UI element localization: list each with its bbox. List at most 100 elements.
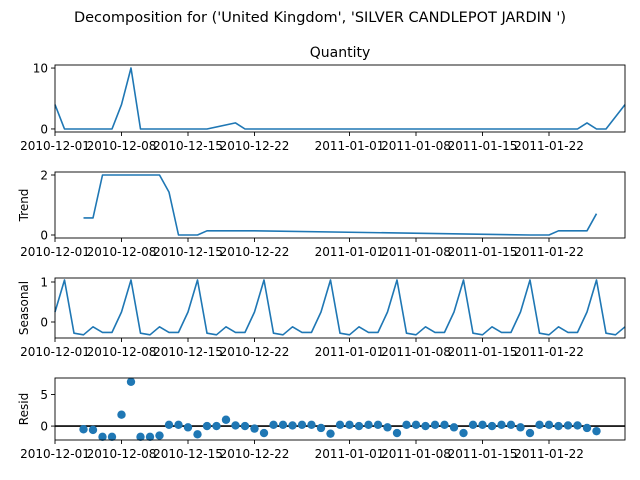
y-axis-label: Resid xyxy=(17,393,31,425)
residual-point xyxy=(592,426,601,436)
residual-point xyxy=(354,421,364,431)
residual-point xyxy=(193,430,202,439)
residual-point xyxy=(288,421,297,430)
residual-point xyxy=(392,428,402,438)
y-axis-label: Seasonal xyxy=(17,281,31,335)
residual-point xyxy=(345,420,354,430)
y-tick-label: 5 xyxy=(40,388,48,402)
residual-point xyxy=(478,420,487,430)
residual-point xyxy=(98,432,107,442)
residual-point xyxy=(411,420,421,430)
x-tick-label: 2010-12-22 xyxy=(220,447,290,461)
axes-frame xyxy=(54,277,626,339)
axes-frame xyxy=(54,171,626,239)
x-tick-label: 2011-01-15 xyxy=(448,139,518,153)
x-tick-label: 2010-12-01 xyxy=(20,139,90,153)
residual-point xyxy=(430,420,440,430)
axes-frame xyxy=(54,64,626,133)
residual-point xyxy=(554,421,563,431)
residual-point xyxy=(269,420,278,430)
residual-point xyxy=(278,420,288,430)
subplot-panels: Quantity0102010-12-012010-12-082010-12-1… xyxy=(17,45,626,461)
x-tick-label: 2010-12-01 xyxy=(20,245,90,259)
y-tick-label: 0 xyxy=(40,229,48,243)
residual-point xyxy=(126,377,136,386)
residual-point xyxy=(573,421,582,430)
series-line xyxy=(54,279,626,336)
series-line xyxy=(54,67,626,130)
x-tick-label: 2010-12-08 xyxy=(87,139,157,153)
x-tick-label: 2011-01-22 xyxy=(514,139,584,153)
x-tick-label: 2010-12-22 xyxy=(220,345,290,359)
x-tick-label: 2011-01-01 xyxy=(315,345,385,359)
residual-point xyxy=(221,415,231,424)
residual-point xyxy=(525,428,535,438)
y-tick-label: 1 xyxy=(40,276,48,290)
plot-area xyxy=(79,377,601,442)
x-tick-label: 2011-01-22 xyxy=(514,345,584,359)
residual-point xyxy=(582,423,592,433)
residual-point xyxy=(174,420,183,430)
x-tick-label: 2010-12-15 xyxy=(153,245,223,259)
subplot-1: Quantity 0 10 2010-12-012010-12-082010-12-1… xyxy=(20,45,626,153)
residual-point xyxy=(307,420,316,430)
residual-point xyxy=(155,431,164,440)
residual-point xyxy=(497,420,506,430)
x-tick-label: 2011-01-22 xyxy=(514,245,584,259)
residual-point xyxy=(145,432,155,442)
subplot-4: Resid052010-12-012010-12-082010-12-15201… xyxy=(17,377,626,461)
residual-point xyxy=(202,421,212,431)
residual-point xyxy=(231,421,240,430)
x-tick-label: 2010-12-08 xyxy=(87,447,157,461)
residual-point xyxy=(316,423,326,433)
y-tick-label: 2 xyxy=(40,169,48,183)
residual-point xyxy=(487,421,497,431)
y-tick-label: 0 xyxy=(40,122,48,136)
y-tick-label: 0 xyxy=(40,420,48,434)
y-tick-label: 10 xyxy=(33,62,48,76)
residual-point xyxy=(183,423,193,432)
x-tick-label: 2010-12-22 xyxy=(220,139,290,153)
x-tick-label: 2010-12-08 xyxy=(87,245,157,259)
x-tick-label: 2010-12-01 xyxy=(20,447,90,461)
residual-point xyxy=(164,420,174,430)
subplot-3: Seasonal 0 1 2010-12-012010-12-082010-12-15… xyxy=(17,276,626,359)
residual-point xyxy=(79,425,88,434)
y-tick-label: 0 xyxy=(40,316,48,330)
x-tick-label: 2011-01-08 xyxy=(381,447,451,461)
axes-frame xyxy=(54,377,626,441)
residual-point xyxy=(88,425,98,435)
x-tick-label: 2011-01-15 xyxy=(448,345,518,359)
residual-point xyxy=(373,420,383,430)
residual-point xyxy=(506,420,516,430)
x-tick-label: 2010-12-08 xyxy=(87,345,157,359)
x-tick-label: 2011-01-08 xyxy=(381,345,451,359)
residual-point xyxy=(297,420,307,430)
plot-area xyxy=(54,279,626,336)
figure-suptitle: Decomposition for ('United Kingdom', 'SI… xyxy=(74,10,566,26)
residual-point xyxy=(402,420,411,430)
x-tick-label: 2011-01-01 xyxy=(315,245,385,259)
residual-point xyxy=(212,421,221,431)
residual-point xyxy=(259,428,269,438)
y-axis-label: Trend xyxy=(17,189,31,223)
residual-point xyxy=(468,420,478,430)
residual-point xyxy=(240,421,250,431)
residual-point xyxy=(544,420,554,430)
x-tick-label: 2011-01-22 xyxy=(514,447,584,461)
residual-point xyxy=(326,429,335,438)
residual-point xyxy=(250,424,259,433)
residual-point xyxy=(440,420,449,430)
residual-point xyxy=(383,423,392,432)
x-tick-label: 2010-12-15 xyxy=(153,139,223,153)
x-tick-label: 2011-01-15 xyxy=(448,447,518,461)
x-tick-label: 2011-01-01 xyxy=(315,447,385,461)
plot-area xyxy=(54,67,626,130)
residual-point xyxy=(421,421,430,431)
x-tick-label: 2011-01-01 xyxy=(315,139,385,153)
residual-point xyxy=(516,423,525,432)
subplot-title: Quantity xyxy=(310,45,371,61)
